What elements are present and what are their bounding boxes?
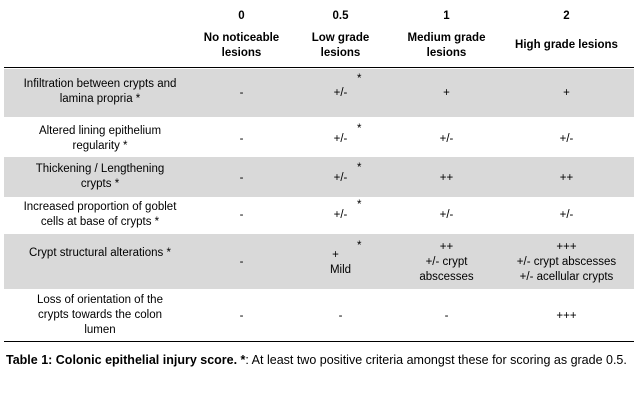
row-grade-05: +/- bbox=[333, 172, 348, 184]
desc-line: High grade lesions bbox=[515, 39, 618, 51]
row-grade-0: - bbox=[239, 172, 244, 184]
row-grade-1: +/- bbox=[439, 133, 454, 145]
criterion-line: Loss of orientation of the bbox=[37, 294, 163, 306]
row-criterion: Loss of orientation of the crypts toward… bbox=[4, 293, 196, 338]
grade-line: +/- acellular crypts bbox=[519, 271, 614, 283]
row-grade-1: +/- bbox=[439, 209, 454, 221]
row-grade-0: - bbox=[239, 209, 244, 221]
row-grade-2: +++ +/- crypt abscesses +/- acellular cr… bbox=[499, 240, 634, 285]
criterion-line: Altered lining epithelium bbox=[38, 125, 162, 137]
table-row bbox=[4, 69, 634, 117]
grade-05-description: Low grade lesions bbox=[287, 31, 394, 61]
row-criterion: Thickening / Lengthening crypts * bbox=[4, 162, 196, 192]
row-criterion: Increased proportion of goblet cells at … bbox=[4, 200, 196, 230]
criterion-line: Thickening / Lengthening bbox=[35, 163, 165, 175]
grade-line: + bbox=[332, 249, 339, 261]
desc-line: lesions bbox=[320, 47, 361, 59]
desc-line: lesions bbox=[426, 47, 467, 59]
caption-bold: Table 1: Colonic epithelial injury score… bbox=[6, 353, 246, 367]
grade-0-label: 0 bbox=[238, 10, 245, 22]
row-grade-1: + bbox=[443, 87, 450, 99]
desc-line: Medium grade bbox=[407, 32, 486, 44]
row-grade-0: - bbox=[239, 310, 244, 322]
row-star: * bbox=[357, 240, 362, 252]
row-grade-0: - bbox=[239, 87, 244, 99]
row-grade-0: - bbox=[239, 133, 244, 145]
grade-line: Mild bbox=[329, 264, 352, 276]
criterion-line: cells at base of crypts * bbox=[40, 216, 160, 228]
criterion-line: lumen bbox=[84, 324, 116, 336]
grade-05-label: 0.5 bbox=[332, 10, 349, 22]
row-criterion: Infiltration between crypts and lamina p… bbox=[4, 77, 196, 107]
criterion-line: regularity * bbox=[72, 140, 128, 152]
row-grade-0: - bbox=[239, 256, 244, 268]
criterion-line: Increased proportion of goblet bbox=[23, 201, 177, 213]
row-grade-2: ++ bbox=[559, 172, 574, 184]
row-grade-2: +/- bbox=[559, 209, 574, 221]
row-grade-2: +/- bbox=[559, 133, 574, 145]
grade-line: abscesses bbox=[419, 271, 474, 283]
row-star: * bbox=[357, 123, 362, 135]
row-star: * bbox=[357, 162, 362, 174]
row-star: * bbox=[357, 73, 362, 85]
grade-0-description: No noticeable lesions bbox=[196, 31, 287, 61]
row-grade-05: +/- bbox=[333, 133, 348, 145]
grade-1-description: Medium grade lesions bbox=[394, 31, 499, 61]
row-criterion: Crypt structural alterations * bbox=[4, 246, 196, 261]
header-rule bbox=[4, 67, 634, 68]
grade-line: +/- crypt bbox=[425, 256, 468, 268]
row-star: * bbox=[357, 199, 362, 211]
bottom-rule bbox=[4, 341, 634, 342]
row-grade-2: +++ bbox=[556, 310, 577, 322]
grade-2-description: High grade lesions bbox=[499, 38, 634, 53]
table-row bbox=[4, 234, 634, 289]
grade-1-label: 1 bbox=[443, 10, 450, 22]
desc-line: Low grade bbox=[311, 32, 370, 44]
criterion-line: crypts * bbox=[80, 178, 120, 190]
row-grade-05: +/- bbox=[333, 87, 348, 99]
grade-line: +/- crypt abscesses bbox=[516, 256, 617, 268]
row-grade-05: + Mild bbox=[287, 248, 394, 278]
desc-line: No noticeable bbox=[203, 32, 280, 44]
caption-text: : At least two positive criteria amongst… bbox=[245, 353, 627, 367]
row-grade-05: +/- bbox=[333, 209, 348, 221]
row-grade-05: - bbox=[338, 310, 343, 322]
grade-line: +++ bbox=[556, 241, 577, 253]
criterion-line: lamina propria * bbox=[59, 93, 141, 105]
criterion-line: Crypt structural alterations * bbox=[29, 247, 171, 259]
row-grade-2: + bbox=[563, 87, 570, 99]
row-grade-1: ++ +/- crypt abscesses bbox=[394, 240, 499, 285]
row-grade-1: ++ bbox=[439, 172, 454, 184]
criterion-line: Infiltration between crypts and bbox=[23, 78, 177, 90]
table-row bbox=[4, 157, 634, 197]
criterion-line: crypts towards the colon bbox=[37, 309, 162, 321]
row-criterion: Altered lining epithelium regularity * bbox=[4, 124, 196, 154]
grade-line: ++ bbox=[439, 241, 454, 253]
desc-line: lesions bbox=[221, 47, 262, 59]
grade-2-label: 2 bbox=[563, 10, 570, 22]
table-caption: Table 1: Colonic epithelial injury score… bbox=[6, 351, 634, 370]
row-grade-1: - bbox=[444, 310, 449, 322]
